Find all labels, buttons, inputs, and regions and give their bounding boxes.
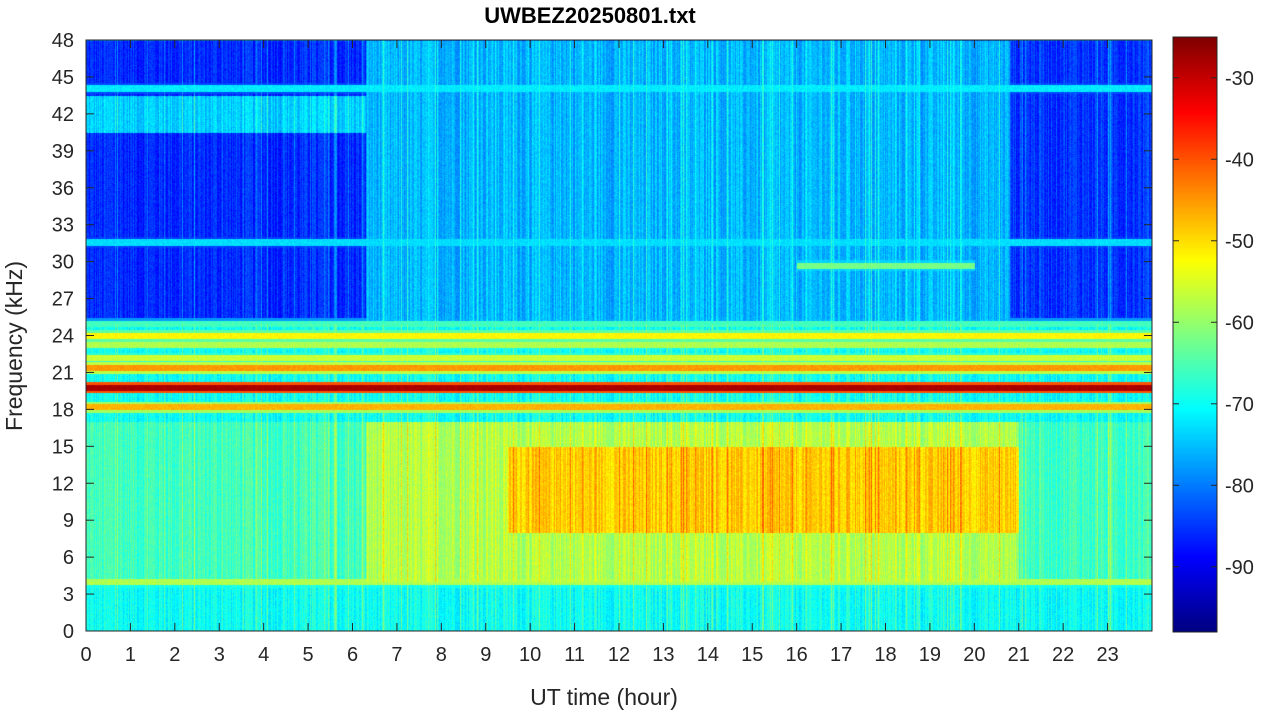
x-tick-label: 5 <box>303 644 314 666</box>
y-tick-label: 18 <box>52 399 74 421</box>
colorbar-tick-label: -70 <box>1225 394 1254 416</box>
colorbar-frame <box>1172 36 1218 633</box>
colorbar-tick-label: -80 <box>1225 475 1254 497</box>
colorbar-tick-label: -90 <box>1225 557 1254 579</box>
y-tick-label: 6 <box>63 547 74 569</box>
y-axis-label: Frequency (kHz) <box>1 261 27 431</box>
x-tick-label: 0 <box>80 644 91 666</box>
y-tick-label: 21 <box>52 362 74 384</box>
x-tick-label: 10 <box>519 644 541 666</box>
x-tick-label: 23 <box>1096 644 1118 666</box>
x-tick-label: 8 <box>436 644 447 666</box>
x-axis: 0 1 2 3 4 5 6 7 8 9 10 11 12 13 14 15 16 17 18 19 20 21 22 23 <box>80 40 1119 666</box>
x-tick-label: 7 <box>391 644 402 666</box>
x-tick-label: 20 <box>963 644 985 666</box>
y-tick-label: 3 <box>63 584 74 606</box>
x-tick-label: 3 <box>214 644 225 666</box>
x-tick-label: 21 <box>1008 644 1030 666</box>
x-axis-label: UT time (hour) <box>530 684 678 710</box>
colorbar-tick-label: -60 <box>1225 312 1254 334</box>
y-tick-label: 33 <box>52 215 74 237</box>
x-tick-label: 18 <box>874 644 896 666</box>
colorbar-tick-label: -40 <box>1225 149 1254 171</box>
x-tick-label: 19 <box>919 644 941 666</box>
chart-title: UWBEZ20250801.txt <box>484 3 696 28</box>
y-tick-label: 15 <box>52 436 74 458</box>
y-tick-label: 39 <box>52 141 74 163</box>
x-tick-label: 6 <box>347 644 358 666</box>
x-tick-label: 2 <box>169 644 180 666</box>
x-tick-label: 9 <box>480 644 491 666</box>
colorbar-tick-label: -50 <box>1225 231 1254 253</box>
y-tick-label: 12 <box>52 473 74 495</box>
x-tick-label: 16 <box>786 644 808 666</box>
y-tick-label: 30 <box>52 252 74 274</box>
colorbar-tick-label: -30 <box>1225 68 1254 90</box>
y-tick-label: 24 <box>52 326 74 348</box>
colorbar-axis: -90 -80 -70 -60 -50 -40 -30 <box>1173 68 1254 579</box>
y-tick-label: 0 <box>63 621 74 643</box>
spectrogram-area <box>86 40 1152 631</box>
x-tick-label: 14 <box>697 644 719 666</box>
x-tick-label: 4 <box>258 644 269 666</box>
x-tick-label: 13 <box>652 644 674 666</box>
x-tick-label: 22 <box>1052 644 1074 666</box>
colorbar <box>1173 37 1217 632</box>
y-tick-label: 9 <box>63 510 74 532</box>
y-tick-label: 42 <box>52 104 74 126</box>
x-tick-label: 11 <box>564 644 585 666</box>
x-tick-label: 1 <box>125 644 136 666</box>
x-tick-label: 15 <box>741 644 763 666</box>
y-tick-label: 27 <box>52 289 74 311</box>
y-tick-label: 45 <box>52 67 74 89</box>
y-tick-label: 48 <box>52 30 74 52</box>
x-tick-label: 12 <box>608 644 630 666</box>
x-tick-label: 17 <box>830 644 852 666</box>
y-tick-label: 36 <box>52 178 74 200</box>
